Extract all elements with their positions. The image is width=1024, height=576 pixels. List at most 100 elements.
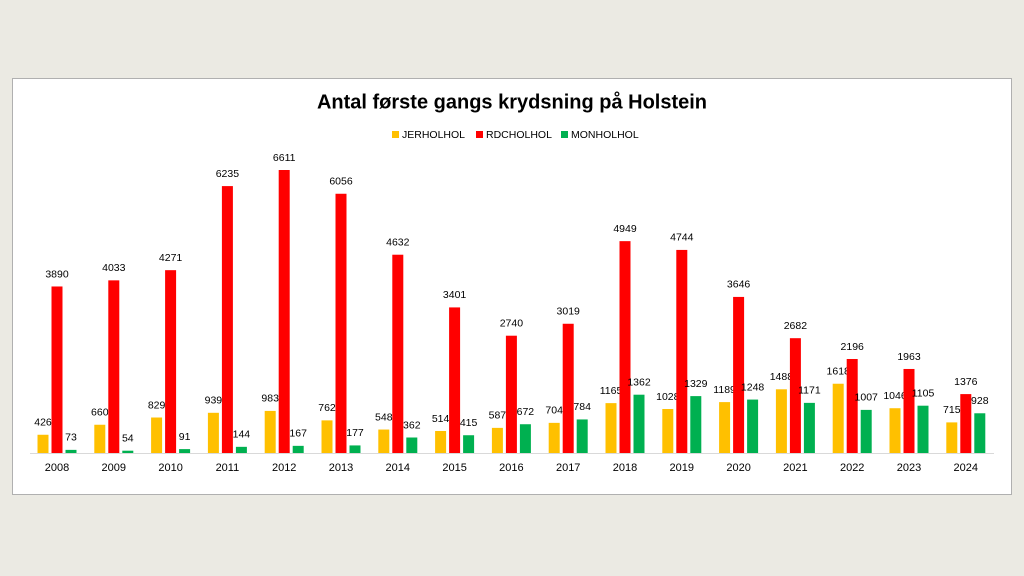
bar <box>165 270 177 453</box>
x-tick-label: 2021 <box>783 462 807 474</box>
x-tick-label: 2017 <box>556 462 580 474</box>
x-tick-label: 2014 <box>386 462 410 474</box>
value-label: 1105 <box>912 387 935 399</box>
bar <box>435 430 447 453</box>
x-tick-label: 2011 <box>216 462 240 474</box>
bar <box>903 368 915 453</box>
bar <box>619 241 631 453</box>
value-label: 928 <box>971 395 989 407</box>
bar <box>789 338 801 453</box>
value-label: 4949 <box>613 223 637 235</box>
legend-swatch <box>476 131 483 138</box>
value-label: 3019 <box>557 306 581 318</box>
value-label: 1046 <box>883 390 907 402</box>
bar <box>463 435 475 453</box>
bar <box>264 410 276 453</box>
legend-swatch <box>561 131 568 138</box>
value-label: 672 <box>517 406 535 418</box>
bar <box>406 437 418 453</box>
value-label: 1028 <box>656 391 680 403</box>
value-label: 167 <box>289 428 307 440</box>
x-tick-label: 2013 <box>329 462 353 474</box>
x-tick-label: 2018 <box>613 462 637 474</box>
value-label: 1963 <box>897 351 921 363</box>
value-label: 548 <box>375 411 393 423</box>
value-label: 1362 <box>627 376 651 388</box>
x-tick-label: 2019 <box>670 462 694 474</box>
bar <box>65 449 77 453</box>
bar <box>832 383 844 453</box>
value-label: 54 <box>122 432 134 444</box>
value-label: 1189 <box>713 384 736 396</box>
value-label: 1248 <box>741 381 765 393</box>
value-label: 784 <box>573 401 591 413</box>
value-label: 415 <box>460 417 478 429</box>
bar <box>221 186 233 454</box>
value-label: 144 <box>233 429 251 441</box>
bar <box>662 408 674 453</box>
x-tick-label: 2010 <box>158 462 182 474</box>
x-tick-label: 2008 <box>45 462 69 474</box>
value-label: 514 <box>432 413 450 425</box>
x-tick-label: 2020 <box>726 462 750 474</box>
x-tick-label: 2012 <box>272 462 296 474</box>
value-label: 1488 <box>770 371 794 383</box>
value-label: 2740 <box>500 317 524 329</box>
legend-label: MONHOLHOL <box>571 129 639 141</box>
bar <box>846 358 858 453</box>
x-tick-label: 2024 <box>954 462 978 474</box>
value-label: 983 <box>261 393 279 405</box>
value-label: 362 <box>403 419 421 431</box>
value-label: 704 <box>545 405 563 417</box>
bar <box>690 396 702 453</box>
bar <box>449 307 461 453</box>
value-label: 939 <box>205 395 223 407</box>
bar <box>108 280 120 453</box>
x-tick-label: 2009 <box>102 462 126 474</box>
bar <box>747 399 759 453</box>
value-label: 73 <box>65 432 77 444</box>
bar <box>179 449 191 453</box>
bar <box>122 450 134 453</box>
value-label: 829 <box>148 399 166 411</box>
bar <box>548 422 560 453</box>
bar <box>719 402 731 453</box>
value-label: 1329 <box>684 378 708 390</box>
bar <box>562 323 574 453</box>
value-label: 1171 <box>798 385 821 397</box>
bar <box>775 389 787 453</box>
value-label: 6611 <box>273 152 296 164</box>
value-label: 2682 <box>784 320 808 332</box>
value-label: 91 <box>179 431 191 443</box>
value-label: 1007 <box>855 392 879 404</box>
value-label: 3890 <box>45 268 69 280</box>
x-tick-label: 2023 <box>897 462 921 474</box>
bar <box>321 420 333 453</box>
bar <box>889 408 901 453</box>
bar <box>392 254 404 453</box>
bar <box>576 419 588 453</box>
bar <box>37 434 49 453</box>
bar <box>633 394 645 453</box>
bar <box>519 424 531 453</box>
value-label: 3646 <box>727 279 751 291</box>
bar <box>207 412 219 453</box>
bar <box>151 417 163 453</box>
bar <box>278 170 290 453</box>
value-label: 177 <box>346 427 364 439</box>
value-label: 715 <box>943 404 961 416</box>
value-label: 4744 <box>670 232 694 244</box>
bar <box>505 335 517 453</box>
bar <box>605 403 617 453</box>
bar <box>94 424 106 453</box>
value-label: 4271 <box>159 252 183 264</box>
value-label: 587 <box>489 410 507 422</box>
bar <box>292 445 304 453</box>
value-label: 660 <box>91 407 109 419</box>
value-label: 762 <box>318 402 336 414</box>
value-label: 1165 <box>600 385 623 397</box>
chart-title: Antal første gangs krydsning på Holstein <box>317 90 707 113</box>
value-label: 426 <box>34 417 52 429</box>
bar <box>974 413 986 453</box>
